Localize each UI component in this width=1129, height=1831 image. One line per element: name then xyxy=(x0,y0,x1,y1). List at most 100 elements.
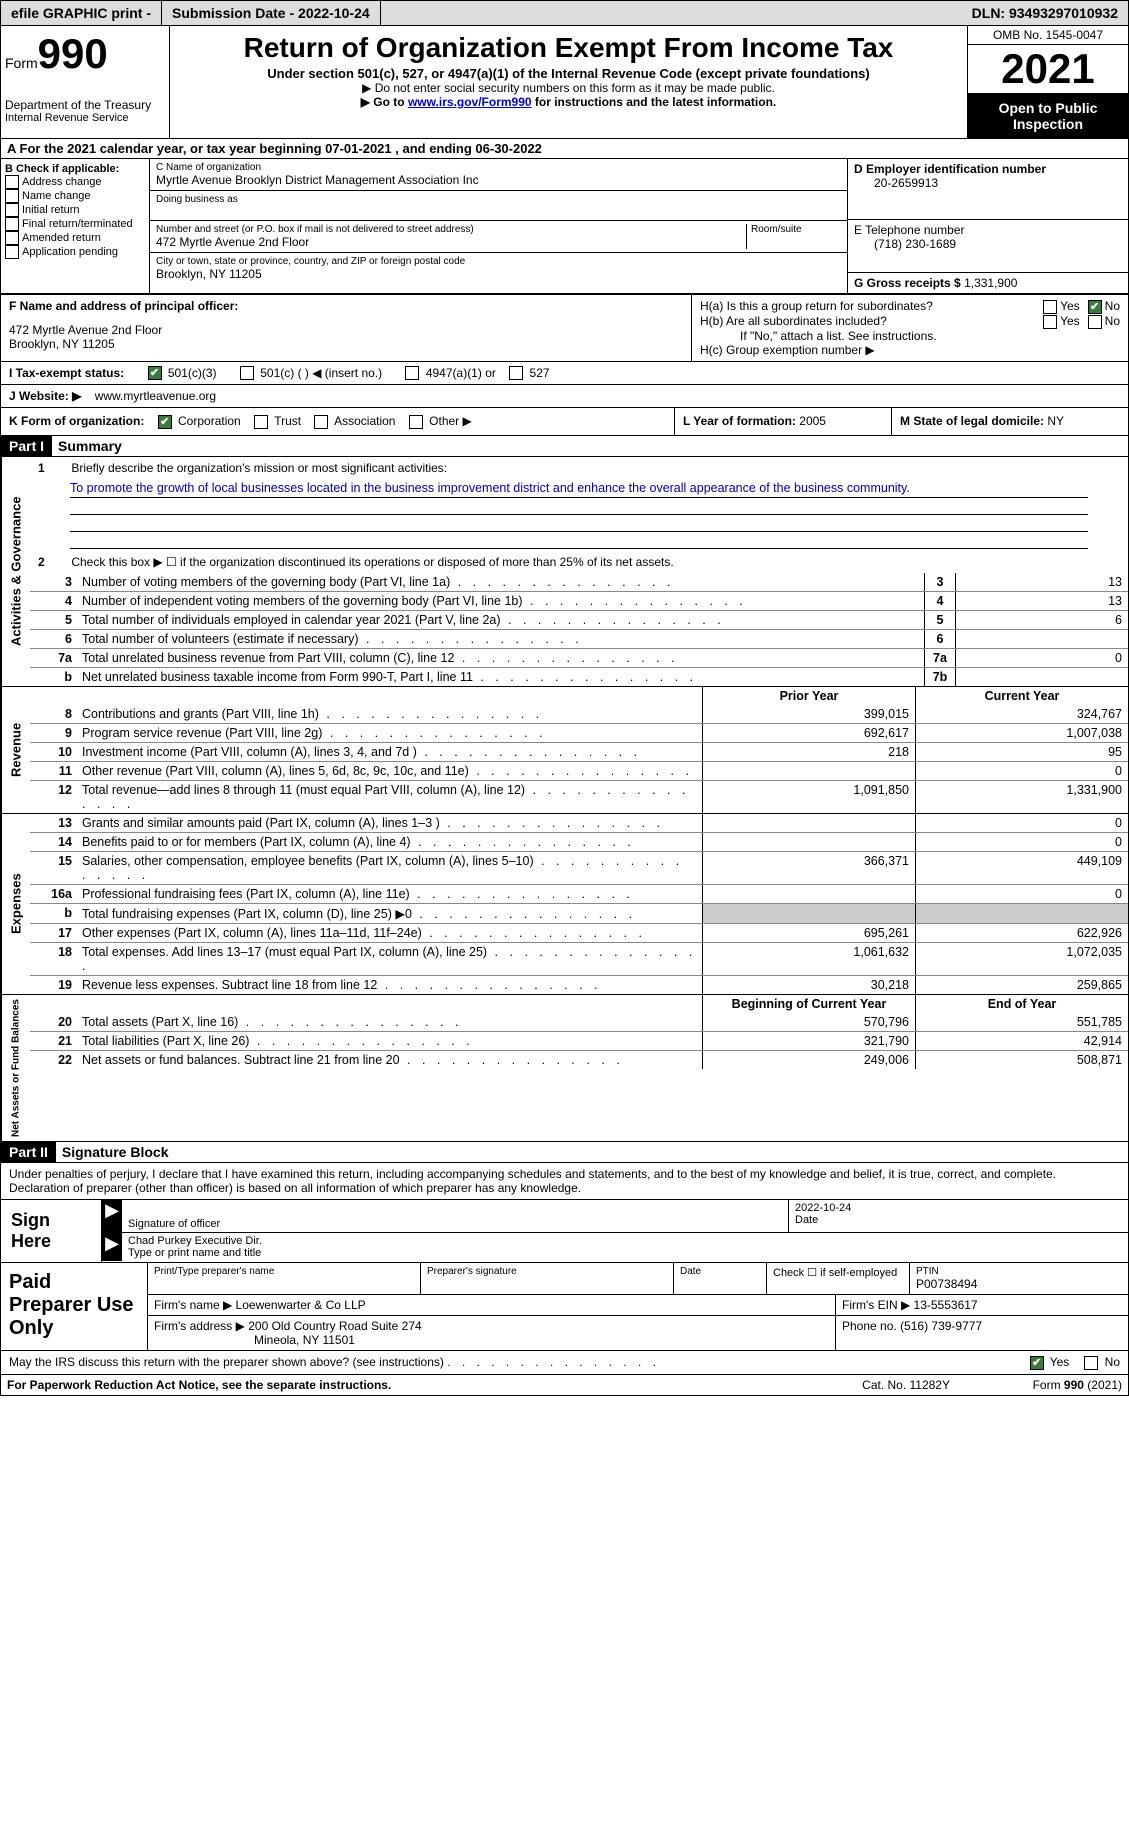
cb-501c[interactable]: 501(c) ( ) ◀ (insert no.) xyxy=(240,366,382,380)
line-22: 22 Net assets or fund balances. Subtract… xyxy=(30,1050,1128,1069)
mission-text-area: To promote the growth of local businesse… xyxy=(30,479,1128,551)
line-desc: Revenue less expenses. Subtract line 18 … xyxy=(78,976,702,994)
line-num: 11 xyxy=(30,762,78,780)
current-value: 259,865 xyxy=(915,976,1128,994)
ha-no[interactable]: ✔No xyxy=(1088,299,1120,314)
sign-here-row: Sign Here ▶ Signature of officer 2022-10… xyxy=(1,1199,1128,1262)
subtitle-1: Under section 501(c), 527, or 4947(a)(1)… xyxy=(174,66,963,81)
line-7a: 7a Total unrelated business revenue from… xyxy=(30,648,1128,667)
cb-application-pending[interactable]: Application pending xyxy=(5,245,145,259)
org-name-label: C Name of organization xyxy=(156,162,841,173)
efile-print-button[interactable]: efile GRAPHIC print - xyxy=(1,1,162,25)
cat-no: Cat. No. 11282Y xyxy=(856,1375,956,1395)
current-value: 449,109 xyxy=(915,852,1128,884)
col-b-title: B Check if applicable: xyxy=(5,163,145,175)
firm-addr: 200 Old Country Road Suite 274 xyxy=(248,1319,421,1333)
part2-header: Part II xyxy=(1,1142,56,1162)
line-num: 19 xyxy=(30,976,78,994)
cb-final-return[interactable]: Final return/terminated xyxy=(5,217,145,231)
line-desc: Total liabilities (Part X, line 26) xyxy=(78,1032,702,1050)
ein-value: 20-2659913 xyxy=(854,176,1122,190)
line-box: 4 xyxy=(924,592,955,610)
line-13: 13 Grants and similar amounts paid (Part… xyxy=(30,814,1128,832)
org-name: Myrtle Avenue Brooklyn District Manageme… xyxy=(156,173,841,187)
cb-address-change[interactable]: Address change xyxy=(5,175,145,189)
prep-row-1: Print/Type preparer's name Preparer's si… xyxy=(148,1263,1128,1295)
cb-initial-return[interactable]: Initial return xyxy=(5,203,145,217)
sig-date-label: Date xyxy=(795,1214,1122,1226)
row-j: J Website: ▶ www.myrtleavenue.org xyxy=(0,384,1129,407)
hb-no[interactable]: No xyxy=(1088,314,1120,329)
perjury-declaration: Under penalties of perjury, I declare th… xyxy=(1,1163,1128,1199)
org-name-cell: C Name of organization Myrtle Avenue Bro… xyxy=(150,159,847,191)
sub3-prefix: ▶ Go to xyxy=(361,95,408,109)
cb-corp[interactable]: ✔ Corporation xyxy=(158,414,241,428)
line-desc: Salaries, other compensation, employee b… xyxy=(78,852,702,884)
tax-exempt: I Tax-exempt status: ✔ 501(c)(3) 501(c) … xyxy=(1,362,1128,385)
firm-name: Loewenwarter & Co LLP xyxy=(236,1298,366,1312)
current-value xyxy=(915,904,1128,923)
line-8: 8 Contributions and grants (Part VIII, l… xyxy=(30,705,1128,723)
col-b-checkboxes: B Check if applicable: Address change Na… xyxy=(1,159,150,293)
hb-note: If "No," attach a list. See instructions… xyxy=(700,329,1120,343)
line-21: 21 Total liabilities (Part X, line 26) 3… xyxy=(30,1031,1128,1050)
line-18: 18 Total expenses. Add lines 13–17 (must… xyxy=(30,942,1128,975)
arrow-icon: ▶ xyxy=(102,1200,122,1232)
rev-lines: 8 Contributions and grants (Part VIII, l… xyxy=(30,705,1128,813)
prior-value xyxy=(702,885,915,903)
irs-link[interactable]: www.irs.gov/Form990 xyxy=(408,95,532,109)
line-num: 10 xyxy=(30,743,78,761)
ha-yes[interactable]: Yes xyxy=(1043,299,1080,314)
line-17: 17 Other expenses (Part IX, column (A), … xyxy=(30,923,1128,942)
current-value: 551,785 xyxy=(915,1013,1128,1031)
col-end: End of Year xyxy=(915,995,1128,1013)
may-irs-no[interactable]: No xyxy=(1084,1355,1120,1370)
line-desc: Professional fundraising fees (Part IX, … xyxy=(78,885,702,903)
line-num: b xyxy=(30,668,78,686)
prior-value: 1,061,632 xyxy=(702,943,915,975)
firm-name-label: Firm's name ▶ xyxy=(154,1298,232,1312)
sig-date-field: 2022-10-24 Date xyxy=(788,1200,1128,1232)
line-desc: Other expenses (Part IX, column (A), lin… xyxy=(78,924,702,942)
line-12: 12 Total revenue—add lines 8 through 11 … xyxy=(30,780,1128,813)
paid-preparer-row: Paid Preparer Use Only Print/Type prepar… xyxy=(1,1262,1128,1350)
line-num: 5 xyxy=(30,611,78,629)
p-check[interactable]: Check ☐ if self-employed xyxy=(767,1263,910,1294)
sig-officer-label: Signature of officer xyxy=(128,1218,782,1230)
cb-527[interactable]: 527 xyxy=(509,366,549,380)
sub3-suffix: for instructions and the latest informat… xyxy=(532,95,777,109)
firm-ein-label: Firm's EIN ▶ xyxy=(842,1298,910,1312)
i-label: I Tax-exempt status: xyxy=(9,366,124,380)
prep-row-2: Firm's name ▶ Loewenwarter & Co LLP Firm… xyxy=(148,1295,1128,1316)
cb-name-change[interactable]: Name change xyxy=(5,189,145,203)
paid-preparer-label: Paid Preparer Use Only xyxy=(1,1263,148,1350)
cb-other[interactable]: Other ▶ xyxy=(409,414,472,428)
hb-yes[interactable]: Yes xyxy=(1043,314,1080,329)
form-title: Return of Organization Exempt From Incom… xyxy=(174,32,963,64)
prior-value xyxy=(702,762,915,780)
line-11: 11 Other revenue (Part VIII, column (A),… xyxy=(30,761,1128,780)
line-desc: Net unrelated business taxable income fr… xyxy=(78,668,924,686)
cb-4947[interactable]: 4947(a)(1) or xyxy=(405,366,495,380)
line-num: 4 xyxy=(30,592,78,610)
cb-amended-return[interactable]: Amended return xyxy=(5,231,145,245)
k-label: K Form of organization: xyxy=(9,414,144,428)
ein-label: D Employer identification number xyxy=(854,162,1122,176)
firm-addr-label: Firm's address ▶ xyxy=(154,1319,245,1333)
may-irs-yes[interactable]: ✔ Yes xyxy=(1030,1355,1070,1370)
line-num: 6 xyxy=(30,630,78,648)
cb-assoc[interactable]: Association xyxy=(314,414,395,428)
part2-header-row: Part II Signature Block xyxy=(0,1142,1129,1163)
line-num: 22 xyxy=(30,1051,78,1069)
col-k: K Form of organization: ✔ Corporation Tr… xyxy=(1,408,675,435)
line-box: 7b xyxy=(924,668,955,686)
form-word: Form xyxy=(5,55,38,71)
sig-officer-field[interactable]: Signature of officer xyxy=(122,1200,788,1232)
line-desc: Investment income (Part VIII, column (A)… xyxy=(78,743,702,761)
ptin-label: PTIN xyxy=(916,1266,1122,1277)
col-m: M State of legal domicile: NY xyxy=(892,408,1128,435)
sign-here-label: Sign Here xyxy=(1,1200,102,1262)
cb-501c3[interactable]: ✔ 501(c)(3) xyxy=(148,366,217,380)
cb-trust[interactable]: Trust xyxy=(254,414,301,428)
ag-lines: 3 Number of voting members of the govern… xyxy=(30,573,1128,686)
